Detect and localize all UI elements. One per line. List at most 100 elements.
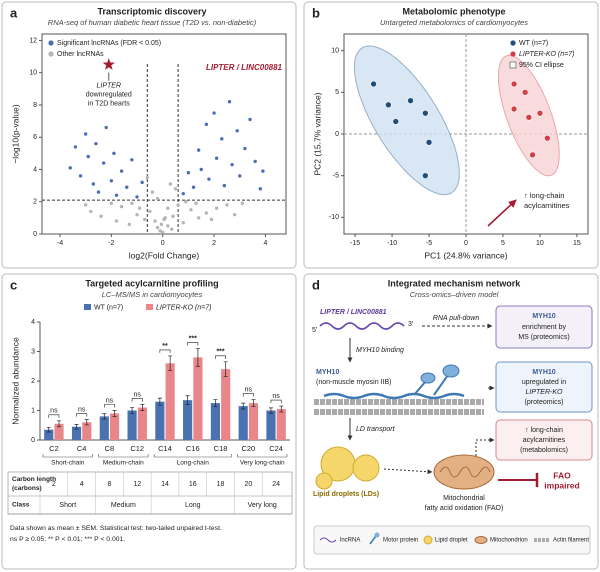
point	[91, 182, 96, 186]
highlight-point	[102, 58, 115, 70]
x-axis-label: log2(Fold Change)	[129, 250, 200, 260]
legend-text: Lipid droplet	[435, 538, 468, 544]
point	[158, 229, 162, 233]
point	[162, 217, 166, 222]
point	[407, 97, 414, 104]
significance-label: ns	[245, 386, 253, 393]
point	[109, 201, 114, 206]
error-bar	[223, 361, 228, 377]
box-text: acylcarnitines	[523, 437, 566, 444]
outcome: FAO	[553, 470, 571, 480]
legend-marker	[509, 61, 517, 69]
y-tick-label: 0	[335, 131, 339, 138]
point	[125, 185, 129, 189]
annotation: LIPTER	[97, 82, 122, 89]
panel-subtitle: Cross-omics–driven model	[410, 290, 499, 299]
point	[145, 175, 150, 180]
error-bar	[157, 397, 162, 406]
x-tick-label: 0	[161, 240, 165, 247]
error-bar	[140, 404, 145, 411]
point	[170, 227, 174, 231]
legend-text: Actin filament	[553, 538, 589, 544]
bar	[276, 409, 286, 440]
significance-label: ns	[272, 393, 280, 400]
table-header: Carbon length	[12, 476, 56, 483]
point	[130, 201, 134, 206]
point	[130, 158, 134, 162]
bar	[82, 422, 92, 440]
table-cell: 20	[244, 481, 252, 488]
significance-label: ns	[78, 406, 86, 413]
y-tick-label: 4	[33, 166, 37, 173]
group-label: Medium-chain	[103, 460, 144, 467]
point	[238, 174, 242, 178]
bar	[238, 406, 248, 440]
point	[525, 114, 533, 121]
point	[209, 217, 214, 222]
legend-marker	[48, 40, 54, 46]
y-tick-label: 10	[29, 70, 37, 77]
significance-bracket	[270, 399, 282, 404]
legend-text: Mitochondrion	[490, 538, 528, 544]
point	[155, 196, 160, 201]
point	[529, 151, 536, 159]
significance-bracket	[242, 393, 254, 397]
legend-label: LIPTER-KO (n=7)	[519, 51, 574, 58]
legend-marker	[84, 304, 91, 310]
point	[104, 125, 108, 130]
group-label: Very long-chain	[240, 460, 285, 467]
annotation-arrow	[487, 199, 517, 227]
point	[86, 154, 90, 159]
panel-label: a	[10, 5, 18, 20]
x-tick-label: C20	[241, 444, 255, 453]
protein-name: MYH10	[316, 369, 339, 376]
x-tick-label: C14	[158, 444, 172, 453]
panel-title: Metabolomic phenotype	[402, 6, 505, 16]
point	[173, 187, 178, 191]
point	[78, 174, 83, 178]
legend-text: Motor protein	[383, 538, 418, 544]
group-label: Short-chain	[51, 460, 85, 467]
y-axis-label: PC2 (15.7% variance)	[312, 92, 322, 175]
evidence-box	[495, 305, 593, 349]
highlight-label: LIPTER / LINC00881	[206, 63, 283, 72]
point	[166, 206, 170, 210]
point	[119, 204, 124, 209]
x-tick-label: C16	[186, 444, 200, 453]
arrow	[383, 468, 433, 475]
arrow	[475, 437, 495, 456]
x-tick-label: 15	[573, 240, 581, 247]
point	[150, 190, 155, 194]
footnote: ns P ≥ 0.05; ** P < 0.01; *** P < 0.001.	[10, 536, 125, 543]
bar	[44, 429, 54, 440]
significance-bracket	[131, 398, 143, 402]
y-axis-label: −log10(p-value)	[10, 104, 20, 163]
error-bar	[46, 426, 51, 433]
evidence-box	[495, 419, 593, 461]
point	[243, 146, 247, 151]
error-bar	[279, 405, 284, 413]
footnote: Data shown as mean ± SEM. Statistical te…	[10, 525, 222, 532]
table-cell: 24	[272, 481, 280, 488]
point	[235, 129, 239, 133]
box-text: enrichment by	[522, 324, 566, 331]
significance-label: ns	[50, 408, 58, 415]
point	[214, 156, 219, 160]
y-tick-label: 1	[31, 407, 35, 414]
table-cell: Very long	[248, 502, 277, 509]
error-bar	[74, 424, 79, 430]
box-text: (proteomics)	[525, 399, 564, 406]
point	[544, 134, 551, 142]
bar	[183, 400, 193, 440]
x-tick-label: C24	[269, 444, 283, 453]
point	[99, 214, 103, 218]
point	[385, 101, 392, 109]
point	[510, 80, 518, 88]
group-bracket	[42, 454, 93, 458]
point	[186, 171, 191, 175]
point	[83, 203, 88, 207]
panel-title: Targeted acylcarnitine profiling	[85, 278, 218, 288]
y-tick-label: -5	[333, 173, 339, 180]
y-tick-label: 6	[33, 134, 37, 141]
point	[204, 122, 209, 127]
